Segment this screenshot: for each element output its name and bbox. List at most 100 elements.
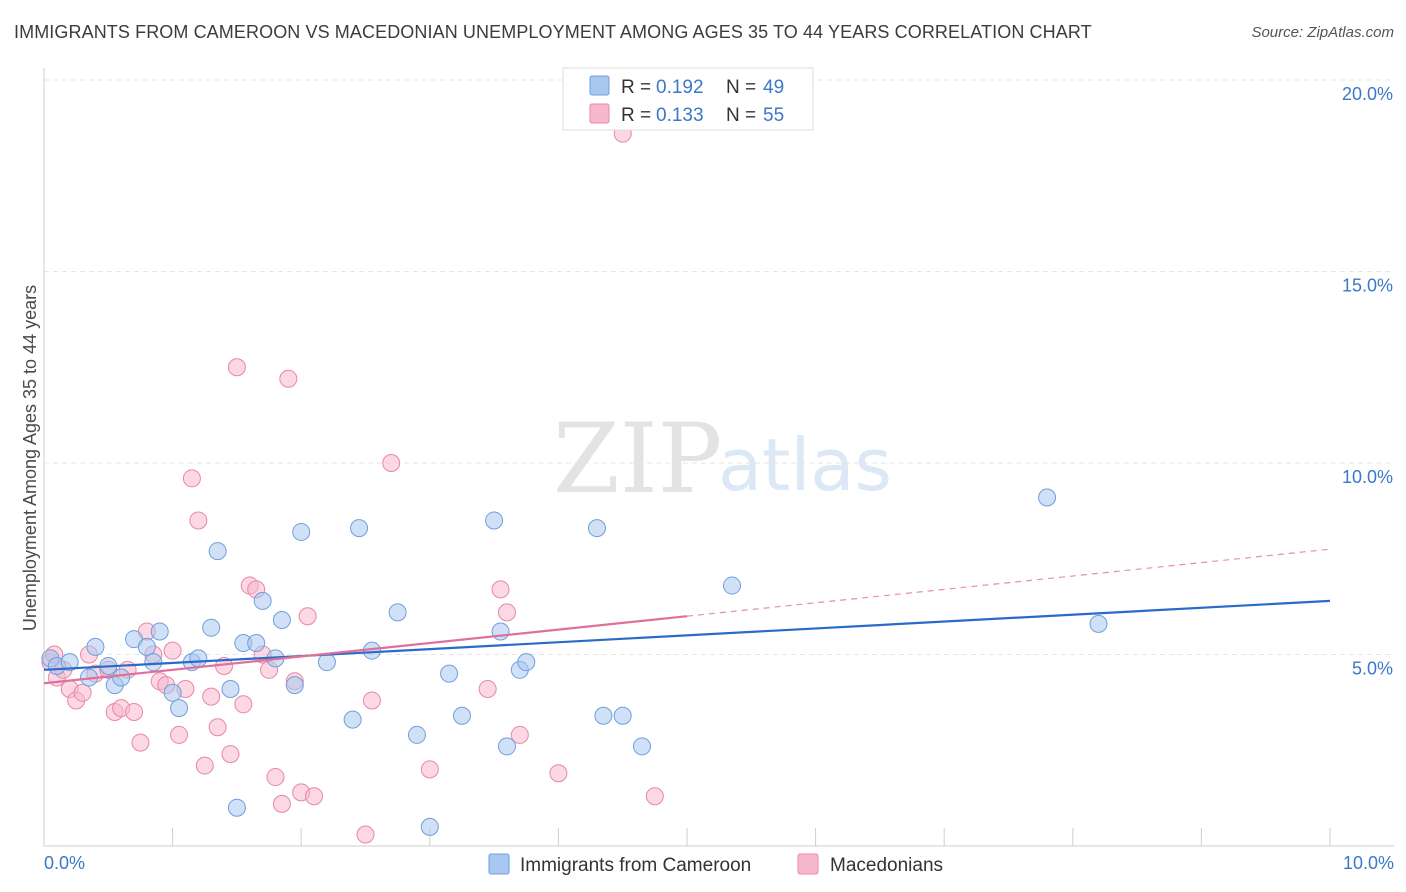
data-point (594, 706, 613, 725)
bottom-legend-label-macedonians: Macedonians (830, 855, 943, 876)
data-point (485, 511, 504, 530)
data-point (723, 576, 742, 595)
data-point (221, 679, 240, 698)
legend-r-value-cameroon: 0.192 (656, 77, 704, 98)
chart-title: IMMIGRANTS FROM CAMEROON VS MACEDONIAN U… (14, 22, 1092, 42)
y-tick-label: 10.0% (1342, 467, 1393, 487)
legend-r-value-macedonians: 0.133 (656, 105, 704, 126)
data-point (195, 756, 214, 775)
trendlines (43, 548, 1331, 685)
data-point (112, 668, 131, 687)
x-tick-label-min: 0.0% (44, 853, 85, 873)
y-axis-label: Unemployment Among Ages 35 to 44 years (20, 285, 40, 631)
data-point (645, 787, 664, 806)
data-point (305, 787, 324, 806)
data-point (163, 641, 182, 660)
data-point (1089, 614, 1108, 633)
data-point (491, 580, 510, 599)
legend-r-label-cameroon: R = (621, 77, 651, 98)
data-point (317, 653, 336, 672)
data-point (137, 637, 156, 656)
data-point (163, 683, 182, 702)
data-point (440, 664, 459, 683)
data-point (356, 825, 375, 844)
legend: R = 0.192 N = 49 R = 0.133 N = 55 (562, 67, 814, 131)
data-point (247, 634, 266, 653)
data-point (144, 653, 163, 672)
data-point (202, 687, 221, 706)
y-tick-label: 20.0% (1342, 84, 1393, 104)
data-point (517, 653, 536, 672)
data-point (452, 706, 471, 725)
grid (44, 79, 1394, 655)
legend-swatch-macedonians (589, 103, 610, 124)
y-tick-label: 5.0% (1352, 659, 1393, 679)
data-point (497, 737, 516, 756)
data-point (60, 653, 79, 672)
data-point (1038, 488, 1057, 507)
data-point (170, 699, 189, 718)
data-point (343, 710, 362, 729)
data-point (234, 695, 253, 714)
data-point (420, 817, 439, 836)
data-point (125, 702, 144, 721)
watermark-zip: ZIP (553, 403, 722, 515)
axes (43, 68, 1394, 847)
x-tick-label-max: 10.0% (1343, 853, 1394, 873)
x-ticks (172, 828, 1331, 846)
data-point (510, 725, 529, 744)
data-point (272, 611, 291, 630)
data-point (497, 603, 516, 622)
data-point (208, 718, 227, 737)
legend-r-label-macedonians: R = (621, 105, 651, 126)
legend-n-value-cameroon: 49 (763, 77, 784, 98)
trend-line-macedonians (43, 615, 688, 685)
y-tick-labels: 5.0% 10.0% 15.0% 20.0% (1342, 84, 1393, 679)
data-point (298, 607, 317, 626)
data-point (350, 519, 369, 538)
data-point (613, 706, 632, 725)
legend-swatch-cameroon (589, 75, 610, 96)
data-point (202, 618, 221, 637)
data-point (170, 725, 189, 744)
bottom-legend: Immigrants from Cameroon Macedonians (488, 853, 943, 876)
data-point (632, 737, 651, 756)
data-point (388, 603, 407, 622)
data-point (227, 798, 246, 817)
data-point (382, 454, 401, 472)
trend-line-cameroon (43, 599, 1331, 671)
watermark: ZIP atlas (553, 403, 892, 515)
bottom-legend-label-cameroon: Immigrants from Cameroon (520, 855, 751, 876)
data-point (285, 676, 304, 695)
bottom-legend-swatch-macedonians (797, 853, 819, 875)
trend-line-macedonians-extension (686, 548, 1331, 617)
legend-n-label-cameroon: N = (726, 77, 756, 98)
data-point (362, 691, 381, 710)
data-point (272, 794, 291, 813)
chart-source: Source: ZipAtlas.com (1251, 24, 1394, 41)
data-point (221, 745, 240, 764)
data-point (227, 358, 246, 377)
data-point (587, 519, 606, 538)
data-point (253, 591, 272, 610)
data-point (189, 649, 208, 668)
data-point (208, 542, 227, 561)
data-point (420, 760, 439, 779)
data-point (266, 768, 285, 787)
data-point (131, 733, 150, 752)
data-point (549, 764, 568, 783)
data-point (73, 683, 92, 702)
bottom-legend-swatch-cameroon (488, 853, 510, 875)
y-tick-label: 15.0% (1342, 276, 1393, 296)
data-point (292, 522, 311, 541)
data-point (279, 369, 298, 388)
data-point (478, 679, 497, 698)
legend-n-label-macedonians: N = (726, 105, 756, 126)
data-point (182, 469, 201, 488)
data-point (189, 511, 208, 530)
data-point (150, 622, 169, 641)
data-point (407, 725, 426, 744)
legend-n-value-macedonians: 55 (763, 105, 784, 126)
watermark-atlas: atlas (718, 423, 892, 507)
data-point (86, 637, 105, 656)
